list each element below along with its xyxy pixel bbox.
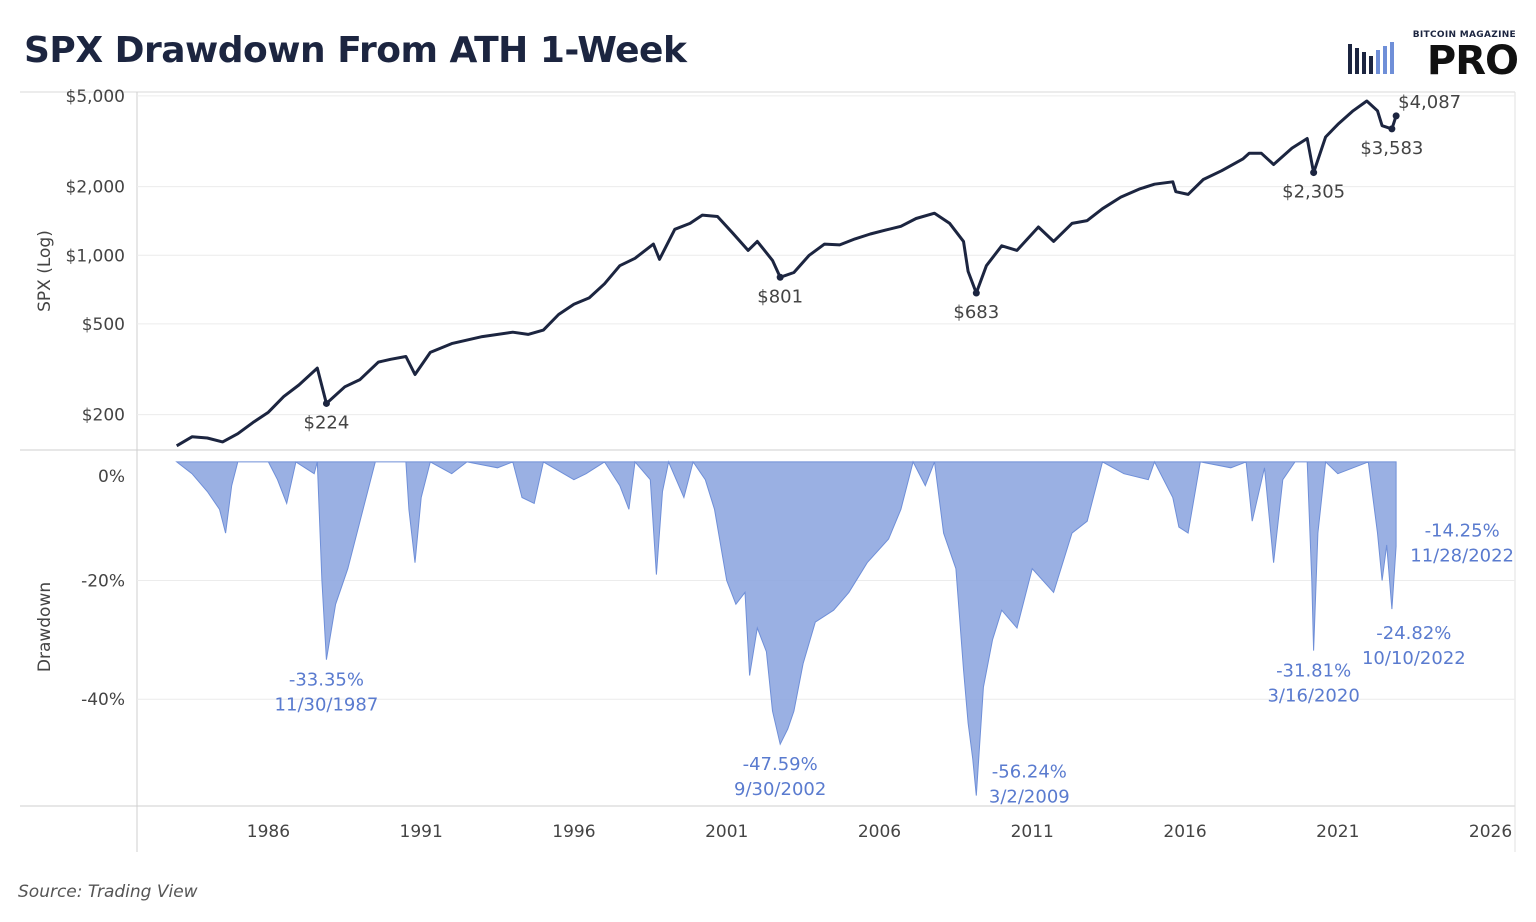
drawdown-annotation-value: -31.81%	[1276, 661, 1351, 682]
bottom-y-tick-label: -40%	[81, 690, 125, 710]
price-annotation-point	[322, 399, 330, 407]
drawdown-annotation-value: -14.25%	[1425, 520, 1500, 541]
top-y-tick-label: $5,000	[66, 87, 125, 107]
brand-logo: BITCOIN MAGAZINE PRO	[1348, 30, 1519, 84]
x-tick-label: 2001	[705, 822, 748, 842]
bottom-y-tick-label: -20%	[81, 572, 125, 592]
drawdown-annotation-value: -47.59%	[743, 754, 818, 775]
top-y-tick-label: $500	[82, 315, 125, 335]
logo-small-text: BITCOIN MAGAZINE	[1412, 30, 1516, 40]
drawdown-annotation-date: 10/10/2022	[1362, 648, 1466, 669]
drawdown-area-series	[175, 460, 1397, 796]
drawdown-annotation-date: 11/30/1987	[275, 695, 379, 716]
price-annotation-label: $2,305	[1282, 182, 1345, 203]
price-annotation-point	[1392, 112, 1400, 120]
price-annotation-label: $683	[953, 302, 999, 323]
price-annotation-point	[972, 289, 980, 297]
price-annotation-label: $801	[757, 286, 803, 307]
x-tick-label: 2011	[1011, 822, 1054, 842]
drawdown-annotation-date: 9/30/2002	[734, 779, 826, 800]
top-y-tick-label: $200	[82, 406, 125, 426]
top-y-tick-label: $2,000	[66, 178, 125, 198]
spx-price-line	[175, 99, 1398, 448]
x-tick-label: 2026	[1469, 822, 1512, 842]
x-tick-label: 2006	[858, 822, 901, 842]
source-note: Source: Trading View	[18, 882, 198, 902]
x-tick-label: 2016	[1163, 822, 1206, 842]
drawdown-annotation-value: -33.35%	[289, 670, 364, 691]
bottom-y-axis-title: Drawdown	[35, 582, 55, 672]
x-tick-label: 1991	[400, 822, 443, 842]
x-tick-label: 1996	[552, 822, 595, 842]
price-annotation-point	[1388, 125, 1396, 133]
x-tick-label: 1986	[247, 822, 290, 842]
drawdown-annotation-value: -24.82%	[1376, 623, 1451, 644]
drawdown-annotation-date: 3/2/2009	[989, 787, 1070, 808]
x-tick-label: 2021	[1316, 822, 1359, 842]
bottom-y-tick-label: 0%	[98, 467, 125, 487]
price-annotation-label: $4,087	[1398, 92, 1461, 113]
chart-title: SPX Drawdown From ATH 1-Week	[24, 30, 687, 71]
drawdown-annotation-date: 3/16/2020	[1267, 686, 1359, 707]
price-annotation-label: $3,583	[1360, 138, 1423, 159]
drawdown-annotation-date: 11/28/2022	[1410, 545, 1514, 566]
top-y-tick-label: $1,000	[66, 246, 125, 266]
price-annotation-point	[1310, 169, 1318, 177]
price-annotation-label: $224	[304, 412, 350, 433]
top-y-axis-title: SPX (Log)	[35, 230, 55, 312]
drawdown-annotation-value: -56.24%	[992, 762, 1067, 783]
logo-bars-icon	[1348, 42, 1394, 74]
logo-big-text: PRO	[1426, 38, 1519, 84]
price-annotation-point	[776, 273, 784, 281]
